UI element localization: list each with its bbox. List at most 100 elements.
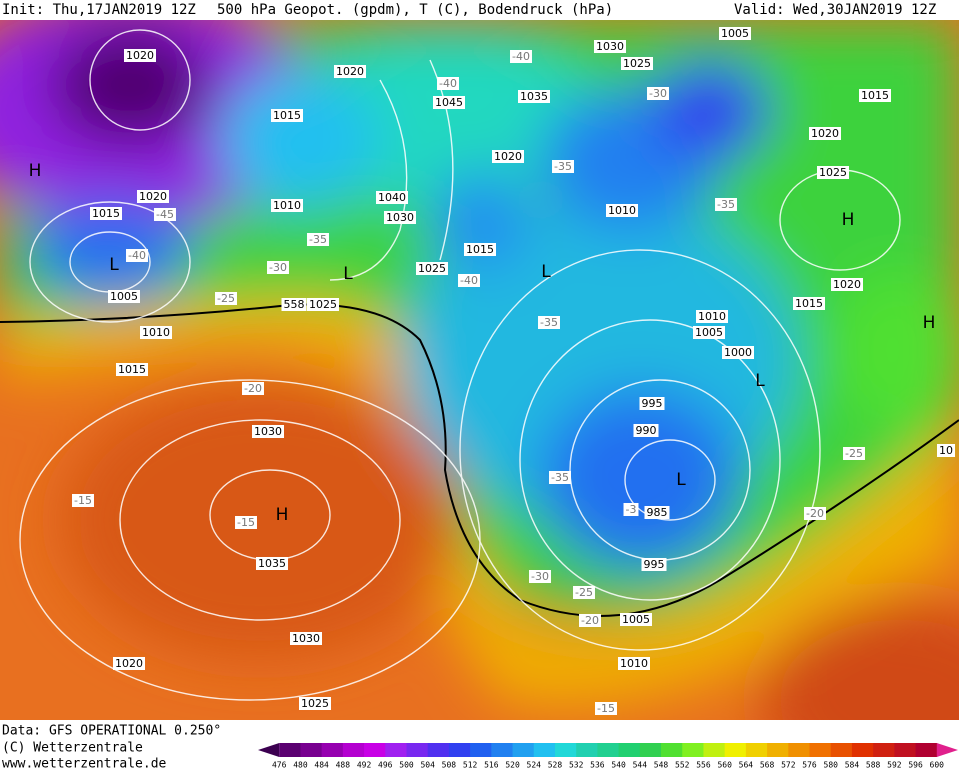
color-swatch <box>576 743 598 757</box>
isobar-label: 1020 <box>336 65 364 78</box>
pressure-center: H <box>923 313 936 333</box>
temperature-label-box <box>307 233 329 246</box>
temperature-label: -15 <box>597 702 615 715</box>
color-swatch <box>385 743 407 757</box>
color-bar-label: 540 <box>611 761 626 770</box>
isobar-label: 1035 <box>258 557 286 570</box>
isobar-label-box <box>334 65 366 78</box>
isobar-label-box <box>937 444 955 457</box>
temperature-label: -35 <box>540 316 558 329</box>
color-bar-label: 524 <box>527 761 542 770</box>
isobar-label: 1015 <box>273 109 301 122</box>
temperature-label: -30 <box>269 261 287 274</box>
pressure-center: L <box>676 470 686 490</box>
isobar-label-box <box>376 191 408 204</box>
color-swatch <box>364 743 386 757</box>
temperature-label: -25 <box>845 447 863 460</box>
color-swatch <box>533 743 556 757</box>
isobar-label: 1020 <box>811 127 839 140</box>
color-swatch <box>512 743 535 757</box>
color-swatch <box>342 743 365 757</box>
color-swatch <box>703 743 726 757</box>
color-swatch <box>915 743 938 757</box>
temperature-label-box <box>235 516 257 529</box>
isobar-label: 1010 <box>620 657 648 670</box>
color-bar-label: 528 <box>548 761 563 770</box>
pressure-center: H <box>276 505 289 525</box>
isobar-label: 1015 <box>92 207 120 220</box>
color-swatch <box>830 743 853 757</box>
isobar-label-box <box>433 96 465 109</box>
color-bar-label: 516 <box>484 761 499 770</box>
isobar-label-box <box>464 243 496 256</box>
temperature-label: -25 <box>217 292 235 305</box>
isobar-label-box <box>124 49 156 62</box>
isobar-label: 1020 <box>126 49 154 62</box>
pressure-center: H <box>29 161 42 181</box>
temperature-label-box <box>458 274 480 287</box>
isobar-label-box <box>621 57 653 70</box>
color-swatch <box>851 743 874 757</box>
isobar-label: 1030 <box>292 632 320 645</box>
isobar-label-box <box>644 506 670 519</box>
color-swatch <box>767 743 789 757</box>
color-swatch <box>258 743 280 757</box>
isobar-label: 1035 <box>520 90 548 103</box>
isobar-label-box <box>137 190 169 203</box>
color-bar: 476 480 484 488 492 496 500 504 508 512 516 520 524 5… <box>258 743 958 770</box>
temperature-label-box <box>552 160 574 173</box>
color-swatch <box>724 743 747 757</box>
color-swatch <box>894 743 917 757</box>
color-swatch <box>406 743 429 757</box>
isobar-label-box <box>290 632 322 645</box>
temperature-label-box <box>267 261 289 274</box>
color-swatch <box>936 743 958 757</box>
pressure-center: H <box>842 210 855 230</box>
temperature-label-box <box>437 77 459 90</box>
color-bar-label: 492 <box>357 761 372 770</box>
color-bar-label: 544 <box>633 761 648 770</box>
temperature-label-box <box>715 198 737 211</box>
isobar-label: 1000 <box>724 346 752 359</box>
color-bar-label: 500 <box>399 761 414 770</box>
isobar-label: 1005 <box>622 613 650 626</box>
color-bar-label: 488 <box>336 761 351 770</box>
temperature-label-box <box>529 570 551 583</box>
isobar-label-box <box>633 424 659 437</box>
isobar-label-box <box>116 363 148 376</box>
init-time: Init: Thu,17JAN2019 12Z <box>2 2 196 18</box>
temperature-label-box <box>510 50 532 63</box>
isobar-label: 1020 <box>115 657 143 670</box>
isobar-label: 1020 <box>833 278 861 291</box>
temperature-label: -40 <box>460 274 478 287</box>
temperature-label-box <box>647 87 669 100</box>
temperature-label: -15 <box>74 494 92 507</box>
isobar-label: 1010 <box>608 204 636 217</box>
isobar-label-box <box>719 27 751 40</box>
isobar-label-box <box>831 278 863 291</box>
color-swatch <box>448 743 471 757</box>
color-swatch <box>661 743 683 757</box>
color-bar-label: 496 <box>378 761 393 770</box>
isobar-label: 1010 <box>273 199 301 212</box>
isobar-label: 1010 <box>698 310 726 323</box>
color-swatch <box>639 743 662 757</box>
isobar-label-box <box>793 297 825 310</box>
temperature-label: -35 <box>717 198 735 211</box>
isobar-label-box <box>271 199 303 212</box>
temperature-label-box <box>595 702 617 715</box>
temperature-label: -40 <box>512 50 530 63</box>
website: www.wetterzentrale.de <box>2 757 167 771</box>
pressure-center: L <box>109 255 119 275</box>
color-bar-label: 600 <box>930 761 945 770</box>
color-bar-label: 532 <box>569 761 584 770</box>
isobar-label: 1030 <box>386 211 414 224</box>
temperature-label-box <box>538 316 560 329</box>
isobar-label: 558 <box>284 298 305 311</box>
temperature-label-box <box>126 249 148 262</box>
color-bar-label: 572 <box>781 761 796 770</box>
color-swatch <box>788 743 811 757</box>
isobar-label-box <box>140 326 172 339</box>
color-bar-label: 536 <box>590 761 605 770</box>
